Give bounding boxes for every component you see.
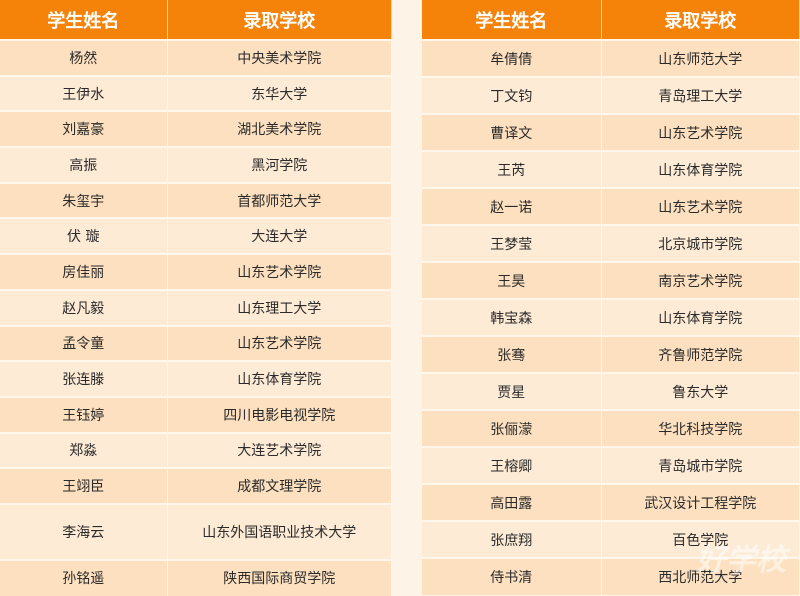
school-cell: 山东艺术学院 bbox=[601, 187, 800, 225]
table-row: 张连滕 山东体育学院 bbox=[0, 360, 392, 397]
table-row: 贾星 鲁东大学 bbox=[422, 372, 800, 410]
school-cell: 成都文理学院 bbox=[167, 467, 392, 504]
school-cell: 山东艺术学院 bbox=[601, 113, 800, 151]
student-name-cell: 刘嘉豪 bbox=[0, 110, 168, 148]
student-name-cell: 李海云 bbox=[0, 502, 168, 560]
student-name-cell: 张连滕 bbox=[0, 360, 168, 397]
table-row: 伏 璇大连大学 bbox=[0, 217, 392, 255]
student-name-cell: 张俪濛 bbox=[422, 409, 602, 447]
table-row: 曹译文 山东艺术学院 bbox=[422, 113, 800, 151]
school-cell: 山东师范大学 bbox=[601, 39, 800, 77]
table-row: 王钰婷 四川电影电视学院 bbox=[0, 395, 392, 433]
table-row: 高振 黑河学院 bbox=[0, 146, 392, 183]
table-row: 李海云 山东外国语职业技术大学 bbox=[0, 502, 392, 560]
student-name-cell: 孙铭遥 bbox=[0, 558, 168, 596]
table-row: 孟令童 山东艺术学院 bbox=[0, 324, 392, 362]
school-cell: 山东艺术学院 bbox=[167, 253, 392, 290]
table-row: 杨然 中央美术学院 bbox=[0, 39, 392, 76]
school-cell: 山东体育学院 bbox=[167, 360, 392, 397]
student-name-cell: 王昊 bbox=[422, 261, 602, 299]
school-cell: 华北科技学院 bbox=[601, 409, 800, 447]
student-name-cell: 牟倩倩 bbox=[422, 39, 602, 77]
student-name-cell: 韩宝森 bbox=[422, 298, 602, 336]
student-name-cell: 高田露 bbox=[422, 483, 602, 521]
table-row: 王翊臣 成都文理学院 bbox=[0, 467, 392, 504]
table-row: 王榕卿 青岛城市学院 bbox=[422, 446, 800, 484]
school-cell: 山东体育学院 bbox=[601, 298, 800, 336]
table-row: 张俪濛 华北科技学院 bbox=[422, 409, 800, 447]
student-name-cell: 朱玺宇 bbox=[0, 181, 168, 219]
student-name-cell: 王伊水 bbox=[0, 74, 168, 112]
student-name-cell: 赵凡毅 bbox=[0, 288, 168, 326]
student-name-cell: 张骞 bbox=[422, 335, 602, 373]
student-name-cell: 伏 璇 bbox=[0, 217, 168, 255]
school-cell: 大连大学 bbox=[167, 217, 392, 255]
table-row: 王伊水 东华大学 bbox=[0, 74, 392, 112]
header-student-name: 学生姓名 bbox=[0, 0, 168, 40]
table-row: 高田露 武汉设计工程学院 bbox=[422, 483, 800, 521]
student-name-cell: 丁文钧 bbox=[422, 76, 602, 114]
student-name-cell: 郑淼 bbox=[0, 431, 168, 469]
student-name-cell: 孟令童 bbox=[0, 324, 168, 362]
student-name-cell: 贾星 bbox=[422, 372, 602, 410]
table-row: 张骞 齐鲁师范学院 bbox=[422, 335, 800, 373]
table-row: 房佳丽 山东艺术学院 bbox=[0, 253, 392, 290]
table-row: 王芮 山东体育学院 bbox=[422, 150, 800, 188]
student-name-cell: 王梦莹 bbox=[422, 224, 602, 262]
table-row: 韩宝森 山东体育学院 bbox=[422, 298, 800, 336]
school-cell: 山东理工大学 bbox=[167, 288, 392, 326]
watermark-logo: 好学校 bbox=[696, 543, 786, 578]
admissions-table-right: 学生姓名 录取学校 牟倩倩 山东师范大学 丁文钧 青岛理工大学 曹译文 山东艺术学院 王芮山… bbox=[422, 0, 800, 595]
student-name-cell: 房佳丽 bbox=[0, 253, 168, 290]
student-name-cell: 王钰婷 bbox=[0, 395, 168, 433]
school-cell: 西北师范大学 bbox=[601, 557, 800, 595]
table-row: 郑淼 大连艺术学院 bbox=[0, 431, 392, 469]
school-cell: 中央美术学院 bbox=[167, 39, 392, 76]
student-name-cell: 张庶翔 bbox=[422, 520, 602, 558]
school-cell: 百色学院 bbox=[601, 520, 800, 558]
school-cell: 山东艺术学院 bbox=[167, 324, 392, 362]
school-cell: 青岛城市学院 bbox=[601, 446, 800, 484]
student-name-cell: 高振 bbox=[0, 146, 168, 183]
student-name-cell: 杨然 bbox=[0, 39, 168, 76]
table-row: 赵凡毅 山东理工大学 bbox=[0, 288, 392, 326]
school-cell: 四川电影电视学院 bbox=[167, 395, 392, 433]
school-cell: 鲁东大学 bbox=[601, 372, 800, 410]
school-cell: 湖北美术学院 bbox=[167, 110, 392, 148]
school-cell: 齐鲁师范学院 bbox=[601, 335, 800, 373]
table-row: 牟倩倩 山东师范大学 bbox=[422, 39, 800, 77]
school-cell: 首都师范大学 bbox=[167, 181, 392, 219]
table-row: 丁文钧 青岛理工大学 bbox=[422, 76, 800, 114]
school-cell: 大连艺术学院 bbox=[167, 431, 392, 469]
school-cell: 北京城市学院 bbox=[601, 224, 800, 262]
admissions-table-left: 学生姓名 录取学校 杨然 中央美术学院 王伊水 东华大学 刘嘉豪 湖北美术学院 高振 黑河学院… bbox=[0, 0, 392, 596]
student-name-cell: 侍书清 bbox=[422, 557, 602, 595]
header-student-name: 学生姓名 bbox=[422, 0, 602, 40]
table-row: 孙铭遥 陕西国际商贸学院 bbox=[0, 558, 392, 596]
school-cell: 青岛理工大学 bbox=[601, 76, 800, 114]
header-school: 录取学校 bbox=[601, 0, 800, 40]
header-school: 录取学校 bbox=[167, 0, 392, 40]
table-row: 刘嘉豪 湖北美术学院 bbox=[0, 110, 392, 148]
student-name-cell: 王芮 bbox=[422, 150, 602, 188]
school-cell: 陕西国际商贸学院 bbox=[167, 558, 392, 596]
school-cell: 南京艺术学院 bbox=[601, 261, 800, 299]
table-row: 赵一诺 山东艺术学院 bbox=[422, 187, 800, 225]
student-name-cell: 赵一诺 bbox=[422, 187, 602, 225]
table-row: 王昊 南京艺术学院 bbox=[422, 261, 800, 299]
school-cell: 东华大学 bbox=[167, 74, 392, 112]
school-cell: 黑河学院 bbox=[167, 146, 392, 183]
school-cell: 武汉设计工程学院 bbox=[601, 483, 800, 521]
student-name-cell: 王翊臣 bbox=[0, 467, 168, 504]
table-row: 张庶翔 百色学院 bbox=[422, 520, 800, 558]
student-name-cell: 曹译文 bbox=[422, 113, 602, 151]
table-row: 王梦莹 北京城市学院 bbox=[422, 224, 800, 262]
school-cell: 山东体育学院 bbox=[601, 150, 800, 188]
table-row: 朱玺宇 首都师范大学 bbox=[0, 181, 392, 219]
table-row: 侍书清 西北师范大学 bbox=[422, 557, 800, 595]
student-name-cell: 王榕卿 bbox=[422, 446, 602, 484]
school-cell: 山东外国语职业技术大学 bbox=[167, 502, 392, 560]
